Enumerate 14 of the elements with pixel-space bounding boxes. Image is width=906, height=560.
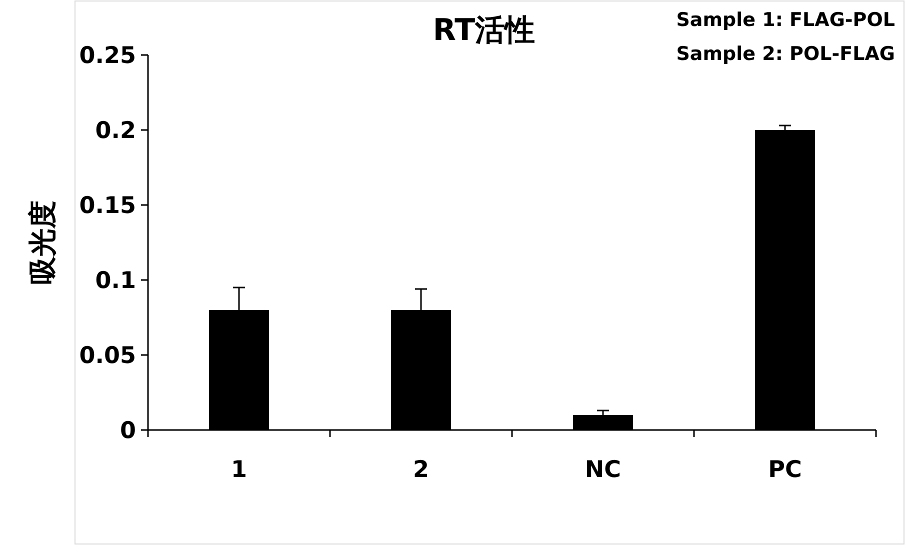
x-tick-label: PC — [768, 457, 802, 483]
y-tick-label: 0.05 — [79, 343, 136, 370]
chart-title: RT活性 — [432, 13, 536, 48]
y-tick-label: 0 — [120, 418, 136, 444]
x-tick-label: 1 — [230, 457, 248, 483]
y-tick-label: 0.1 — [95, 268, 136, 294]
annotation: Sample 2: POL-FLAG — [676, 43, 895, 65]
x-tick-label: NC — [584, 457, 622, 483]
y-tick-label: 0.15 — [79, 193, 136, 220]
text: Sample 1: FLAG-POL — [676, 9, 895, 31]
y-tick-label: 0.2 — [95, 118, 136, 144]
y-axis-title: 吸光度 — [26, 200, 59, 284]
y-tick-label: 0.25 — [79, 43, 136, 70]
x-tick-label: 2 — [412, 457, 430, 483]
